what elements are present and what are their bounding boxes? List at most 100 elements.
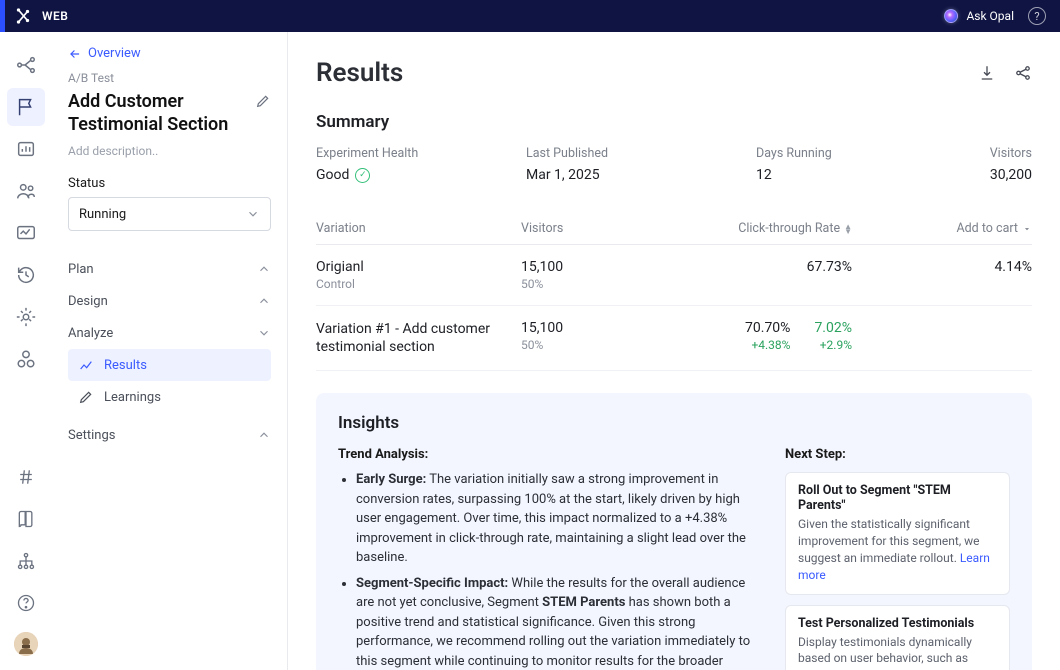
next-steps: Next Step: Roll Out to Segment "STEM Par…: [785, 447, 1010, 670]
rail-item-reports[interactable]: [7, 130, 45, 168]
main-content: Results Summary Experiment Health Good ✓ …: [288, 32, 1060, 670]
results-table: Variation Visitors Click-through Rate ▲▼…: [316, 213, 1032, 371]
status-select[interactable]: Running: [68, 197, 271, 231]
check-icon: ✓: [355, 168, 370, 183]
opal-icon: [944, 9, 958, 23]
card-desc: Display testimonials dynamically based o…: [798, 634, 997, 670]
chevron-up-icon: [257, 294, 271, 308]
ctr-value: 67.73%: [807, 259, 852, 275]
chevron-down-icon: [257, 326, 271, 340]
section-design[interactable]: Design: [68, 285, 271, 317]
status-label: Status: [68, 176, 271, 191]
summary-label: Last Published: [526, 146, 746, 161]
rail-item-history[interactable]: [7, 256, 45, 294]
visitors-value: 15,100: [521, 320, 701, 336]
results-icon: [78, 357, 94, 373]
learnings-label: Learnings: [104, 390, 161, 405]
summary-value: Mar 1, 2025: [526, 167, 746, 183]
experiment-title: Add Customer Testimonial Section: [68, 91, 247, 136]
rail-item-shapes[interactable]: [7, 340, 45, 378]
rail-item-flows[interactable]: [7, 46, 45, 84]
rail-item-flag[interactable]: [7, 88, 45, 126]
rail-item-settings[interactable]: [7, 298, 45, 336]
rail-item-hash[interactable]: [7, 458, 45, 496]
table-row: Origianl Control 15,100 50% 67.73% 4.14%: [316, 245, 1032, 306]
section-label: Settings: [68, 428, 115, 443]
variation-name: Origianl: [316, 259, 521, 275]
th-variation[interactable]: Variation: [316, 221, 521, 236]
analyze-learnings[interactable]: Learnings: [68, 381, 271, 413]
section-plan[interactable]: Plan: [68, 253, 271, 285]
summary-value: 12: [756, 167, 980, 183]
variation-name: Variation #1 - Add customer testimonial …: [316, 320, 507, 356]
section-label: Analyze: [68, 326, 113, 341]
rail-item-docs[interactable]: [7, 500, 45, 538]
chevron-down-icon: [246, 207, 260, 221]
insights-panel: Insights Trend Analysis: Early Surge: Th…: [316, 393, 1032, 670]
th-atc[interactable]: Add to cart: [852, 221, 1032, 236]
download-icon[interactable]: [978, 64, 996, 82]
summary-value: Good: [316, 167, 349, 183]
trend-heading: Trend Analysis:: [338, 447, 755, 462]
summary-label: Experiment Health: [316, 146, 516, 161]
breadcrumb: A/B Test: [68, 71, 271, 85]
summary-value: 30,200: [990, 167, 1032, 183]
summary-label: Days Running: [756, 146, 980, 161]
chevron-up-icon: [257, 428, 271, 442]
summary-grid: Experiment Health Good ✓ Last Published M…: [316, 146, 1032, 183]
rail-item-org[interactable]: [7, 542, 45, 580]
chevron-up-icon: [257, 262, 271, 276]
side-panel: Overview A/B Test Add Customer Testimoni…: [52, 32, 288, 670]
card-title: Test Personalized Testimonials: [798, 616, 997, 631]
ctr-delta: +4.38%: [745, 338, 790, 352]
variation-sub: Control: [316, 277, 521, 291]
th-visitors[interactable]: Visitors: [521, 221, 701, 236]
insights-heading: Insights: [338, 413, 1010, 433]
ask-opal-label: Ask Opal: [966, 9, 1014, 23]
trend-analysis: Trend Analysis: Early Surge: The variati…: [338, 447, 755, 670]
nextstep-heading: Next Step:: [785, 447, 1010, 462]
back-link[interactable]: Overview: [68, 46, 271, 61]
results-label: Results: [104, 358, 147, 373]
nextstep-card[interactable]: Test Personalized Testimonials Display t…: [785, 605, 1010, 670]
learnings-icon: [78, 389, 94, 405]
analyze-results[interactable]: Results: [68, 349, 271, 381]
sort-icon: ▲▼: [844, 224, 852, 234]
section-label: Design: [68, 294, 108, 309]
nextstep-card[interactable]: Roll Out to Segment "STEM Parents" Given…: [785, 472, 1010, 594]
atc-value: 4.14%: [994, 259, 1032, 275]
trend-bullet: Segment-Specific Impact: While the resul…: [356, 574, 755, 670]
visitors-value: 15,100: [521, 259, 701, 275]
brand-logo-icon: [14, 7, 32, 25]
share-icon[interactable]: [1014, 64, 1032, 82]
page-title: Results: [316, 58, 403, 88]
summary-label: Visitors: [990, 146, 1032, 161]
edit-title-icon[interactable]: [255, 93, 271, 109]
atc-delta: +2.9%: [814, 338, 852, 352]
rail-item-monitor[interactable]: [7, 214, 45, 252]
add-description[interactable]: Add description..: [68, 144, 271, 158]
back-link-label: Overview: [88, 46, 141, 61]
section-label: Plan: [68, 262, 94, 277]
th-ctr[interactable]: Click-through Rate ▲▼: [701, 221, 852, 236]
section-settings[interactable]: Settings: [68, 419, 271, 451]
visitors-pct: 50%: [521, 277, 701, 291]
rail-item-help[interactable]: [7, 584, 45, 622]
caret-down-icon: [1022, 224, 1032, 234]
atc-value: 7.02%: [814, 320, 852, 336]
ctr-value: 70.70%: [745, 320, 790, 336]
visitors-pct: 50%: [521, 338, 701, 352]
trend-bullet: Early Surge: The variation initially saw…: [356, 470, 755, 568]
user-avatar[interactable]: [14, 632, 38, 656]
section-analyze[interactable]: Analyze: [68, 317, 271, 349]
summary-heading: Summary: [316, 112, 1032, 132]
table-row: Variation #1 - Add customer testimonial …: [316, 306, 1032, 371]
rail-item-audiences[interactable]: [7, 172, 45, 210]
card-title: Roll Out to Segment "STEM Parents": [798, 483, 997, 513]
nav-rail: [0, 32, 52, 670]
product-label: WEB: [42, 9, 68, 23]
help-icon[interactable]: ?: [1028, 7, 1046, 25]
ask-opal-button[interactable]: Ask Opal: [944, 9, 1014, 23]
card-desc: Given the statistically significant impr…: [798, 517, 980, 565]
topbar: WEB Ask Opal ?: [0, 0, 1060, 32]
